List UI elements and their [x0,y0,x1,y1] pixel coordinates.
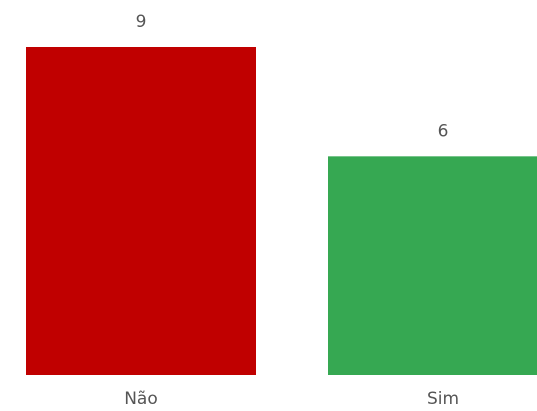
bar [328,156,537,375]
data-label: 9 [136,12,147,32]
x-tick-label: Não [124,389,158,409]
bar [26,47,256,375]
x-tick-label: Sim [427,389,459,409]
data-label: 6 [438,121,449,141]
